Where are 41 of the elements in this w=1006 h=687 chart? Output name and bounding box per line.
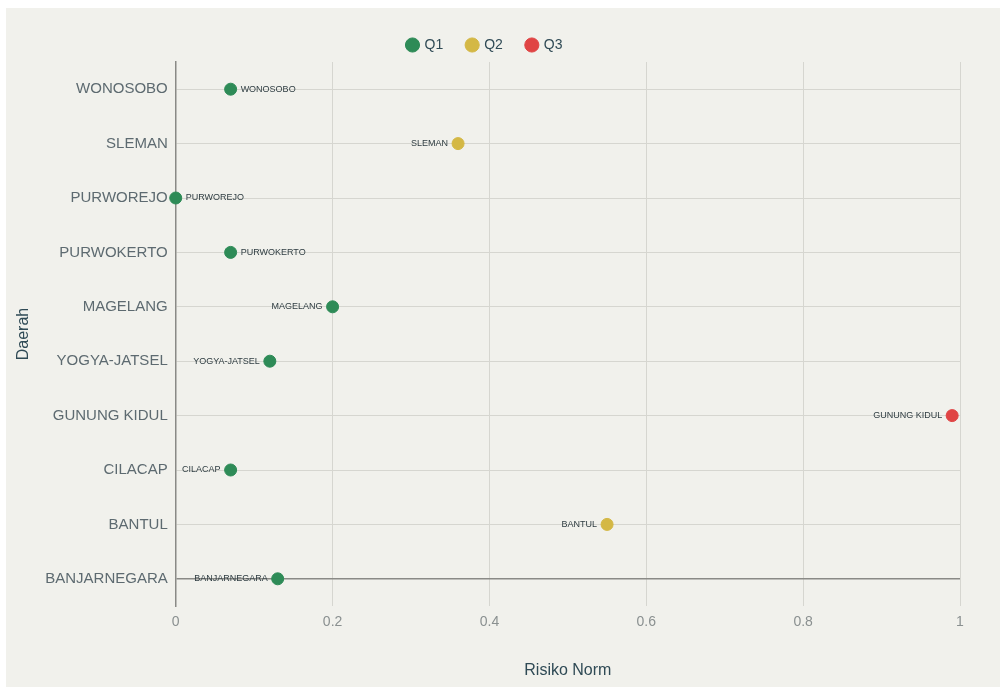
data-label: GUNUNG KIDUL: [873, 410, 943, 421]
data-label: CILACAP: [182, 464, 221, 475]
x-tick-label: 0.4: [479, 613, 500, 630]
y-tick-label: SLEMAN: [106, 133, 168, 151]
data-label: BANJARNEGARA: [194, 573, 268, 584]
y-axis-title: Daerah: [14, 307, 32, 361]
y-tick-label: WONOSOBO: [76, 79, 168, 97]
legend-label: Q3: [543, 35, 563, 52]
data-label: WONOSOBO: [240, 83, 296, 94]
x-tick-label: 0: [171, 613, 180, 630]
y-tick-label: PURWOKERTO: [59, 242, 168, 260]
point: [945, 409, 959, 423]
x-tick-label: 0.6: [636, 613, 657, 630]
legend-label: Q2: [484, 35, 504, 52]
data-label: PURWOKERTO: [240, 246, 306, 257]
y-tick-label: MAGELANG: [82, 296, 168, 314]
point: [451, 137, 465, 151]
x-tick-label: 0.2: [322, 613, 343, 630]
point: [326, 300, 340, 314]
y-tick-label: CILACAP: [103, 460, 168, 478]
point: [224, 463, 238, 477]
y-tick-label: YOGYA-JATSEL: [56, 351, 168, 369]
point: [224, 245, 238, 259]
data-label: BANTUL: [561, 518, 598, 529]
legend-label: Q1: [424, 35, 444, 52]
point: [224, 82, 238, 96]
data-label: SLEMAN: [411, 138, 449, 149]
point: [600, 517, 614, 531]
data-label: MAGELANG: [271, 301, 323, 312]
x-tick-label: 0.8: [793, 613, 814, 630]
y-tick-label: PURWOREJO: [70, 188, 168, 206]
point: [263, 354, 277, 368]
x-tick-label: 1: [956, 613, 965, 630]
y-tick-label: BANTUL: [108, 514, 168, 532]
point: [271, 572, 285, 586]
point: [169, 191, 183, 205]
x-axis-title: Risiko Norm: [524, 660, 612, 678]
y-tick-label: BANJARNEGARA: [45, 568, 168, 586]
y-tick-label: GUNUNG KIDUL: [52, 405, 168, 423]
data-label: PURWOREJO: [185, 192, 245, 203]
data-label: YOGYA-JATSEL: [193, 355, 260, 366]
